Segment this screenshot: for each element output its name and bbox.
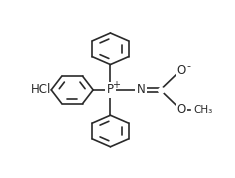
Text: -: - [186,62,190,72]
Text: O: O [177,103,186,116]
Text: CH₃: CH₃ [194,105,213,115]
Text: N: N [137,83,146,96]
Text: +: + [112,80,120,90]
Text: P: P [107,83,114,96]
Text: HCl: HCl [31,83,51,96]
Text: O: O [177,64,186,77]
